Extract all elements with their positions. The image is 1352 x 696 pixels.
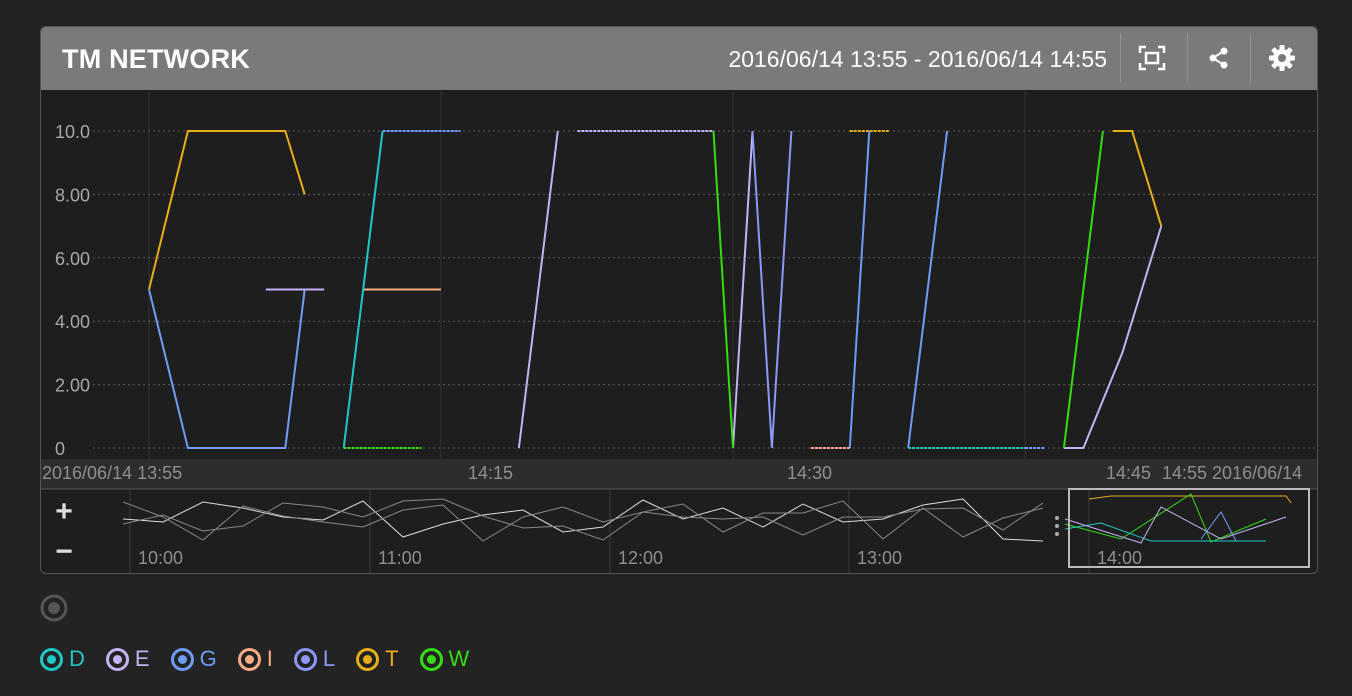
- legend-label: E: [134, 646, 150, 671]
- legend-label: G: [199, 646, 217, 671]
- radio-icon: [419, 647, 443, 671]
- navigator-tick-label: 10:00: [138, 548, 183, 568]
- fullscreen-icon: [1138, 45, 1166, 71]
- y-tick-label: 10.0: [55, 122, 90, 142]
- navigator-series-line: [1088, 495, 1292, 504]
- x-tick-label: 14:55 2016/06/14: [1162, 463, 1302, 483]
- legend-label: I: [266, 646, 273, 671]
- radio-icon: [293, 647, 317, 671]
- legend-label: W: [448, 646, 470, 671]
- legend-item-i[interactable]: I: [237, 646, 273, 672]
- navigator-handle-dot: [1055, 524, 1059, 528]
- legend-item-e[interactable]: E: [105, 646, 150, 672]
- zoom-in-button[interactable]: +: [55, 495, 73, 528]
- fullscreen-button[interactable]: [1120, 33, 1183, 83]
- legend-label: D: [69, 646, 85, 671]
- panel-header: TM NETWORK 2016/06/14 13:55 - 2016/06/14…: [41, 27, 1317, 90]
- graph-panel: 0 2.00 4.00 6.00 8.00 10.0 2016/06/14 13:55 14:…: [40, 26, 1318, 574]
- legend-item-g[interactable]: G: [170, 646, 217, 672]
- radio-icon: [40, 647, 63, 671]
- navigator-overview-line: [122, 500, 1044, 542]
- navigator-handle-dot: [1055, 532, 1059, 536]
- toggle-all-series-button[interactable]: [40, 594, 68, 622]
- radio-icon: [237, 647, 261, 671]
- navigator-series-line: [1200, 511, 1237, 542]
- y-tick-label: 6.00: [55, 249, 90, 269]
- navigator-tick-label: 13:00: [857, 548, 902, 568]
- panel-title: TM NETWORK: [62, 44, 250, 74]
- series-E-line: [517, 130, 559, 449]
- radio-icon: [105, 647, 129, 671]
- radio-icon: [170, 647, 194, 671]
- series-G-line: [907, 130, 949, 449]
- navigator-handle-dot: [1055, 516, 1059, 520]
- legend-item-l[interactable]: L: [293, 646, 336, 672]
- y-tick-label: 2.00: [55, 376, 90, 396]
- share-icon: [1209, 47, 1228, 69]
- series-W-line: [712, 130, 734, 449]
- navigator-tick-label: 14:00: [1097, 548, 1142, 568]
- navigator-overview-line: [122, 498, 1044, 541]
- series-L-line: [751, 130, 793, 449]
- navigator-series-line: [1064, 522, 1266, 542]
- navigator-tick-label: 11:00: [378, 548, 422, 568]
- zoom-out-button[interactable]: −: [55, 535, 73, 568]
- navigator-selection-window: [1068, 488, 1310, 568]
- series-E-line: [732, 130, 754, 449]
- legend-item-d[interactable]: D: [40, 646, 85, 672]
- y-tick-label: 0: [55, 439, 65, 459]
- legend-label: L: [322, 646, 336, 671]
- series-E-line: [1063, 225, 1163, 449]
- series-G-line: [148, 289, 306, 449]
- series-T-line: [148, 130, 306, 290]
- legend-label: T: [385, 646, 399, 671]
- y-tick-label: 4.00: [55, 312, 90, 332]
- gear-icon: [1269, 45, 1295, 71]
- y-tick-label: 8.00: [55, 185, 90, 205]
- navigator-series-line: [1064, 493, 1267, 543]
- navigator-overview-line: [122, 498, 1044, 542]
- navigator-tick-label: 12:00: [618, 548, 663, 568]
- radio-icon: [356, 647, 380, 671]
- legend-item-w[interactable]: W: [419, 646, 470, 672]
- chart: 0 2.00 4.00 6.00 8.00 10.0 2016/06/14 13:55 14:…: [41, 91, 1317, 573]
- time-range-label: 2016/06/14 13:55 - 2016/06/14 14:55: [728, 46, 1107, 72]
- x-tick-label: 14:15: [468, 463, 513, 483]
- series-D-line: [342, 130, 384, 449]
- legend-item-t[interactable]: T: [356, 646, 399, 672]
- radio-icon: [40, 594, 68, 622]
- x-tick-label: 14:30: [787, 463, 832, 483]
- x-tick-label: 14:45: [1106, 463, 1151, 483]
- series-T-line: [1112, 130, 1163, 227]
- series-W-line: [1062, 130, 1104, 449]
- share-button[interactable]: [1187, 33, 1250, 83]
- x-tick-label: 2016/06/14 13:55: [42, 463, 182, 483]
- series-G-line: [848, 130, 871, 449]
- settings-button[interactable]: [1250, 33, 1313, 83]
- x-axis-band: [41, 459, 1317, 489]
- navigator-series-line: [1064, 506, 1287, 544]
